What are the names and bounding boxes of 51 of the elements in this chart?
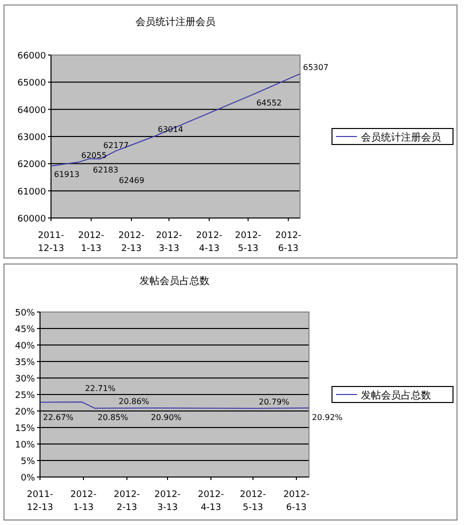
data-label: 20.92% bbox=[312, 412, 343, 422]
x-tick-label: 2012-1-13 bbox=[70, 490, 97, 513]
y-tick-label: 50% bbox=[14, 308, 36, 318]
data-label: 61913 bbox=[54, 170, 80, 180]
y-tick-label: 10% bbox=[14, 440, 36, 450]
y-tick-label: 45% bbox=[14, 325, 36, 335]
line-series bbox=[50, 73, 300, 167]
legend-label: 发帖会员占总数 bbox=[361, 390, 431, 402]
y-tick-label: 15% bbox=[14, 424, 36, 434]
x-tick-label: 2012-5-13 bbox=[240, 490, 266, 513]
data-label: 62055 bbox=[81, 151, 107, 160]
y-tick-label: 61000 bbox=[17, 187, 46, 198]
data-label: 20.86% bbox=[118, 397, 150, 406]
data-label: 65307 bbox=[303, 62, 328, 72]
data-label: 22.71% bbox=[85, 384, 116, 394]
x-tick-label: 2012-3-13 bbox=[154, 490, 181, 513]
y-tick-label: 62000 bbox=[17, 160, 46, 170]
y-tick-label: 65000 bbox=[17, 78, 46, 89]
y-tick-label: 5% bbox=[20, 457, 36, 467]
x-tick-label: 2012-5-13 bbox=[235, 231, 262, 254]
y-tick-label: 0% bbox=[20, 474, 36, 484]
y-tick-label: 63000 bbox=[17, 133, 46, 143]
x-tick-label: 2012-2-13 bbox=[118, 231, 144, 254]
y-tick-label: 40% bbox=[14, 342, 36, 352]
x-tick-label: 2011-12-13 bbox=[38, 231, 64, 254]
x-tick-label: 2012-6-13 bbox=[283, 490, 310, 513]
chart-title: 发帖会员占总数 bbox=[140, 275, 210, 287]
legend-label: 会员统计注册会员 bbox=[361, 132, 441, 144]
x-tick-label: 2012-1-13 bbox=[78, 231, 104, 254]
y-tick-label: 60000 bbox=[17, 214, 46, 224]
y-tick-label: 30% bbox=[14, 374, 36, 384]
data-label: 20.79% bbox=[258, 397, 290, 406]
data-label: 62177 bbox=[103, 140, 129, 150]
x-tick-label: 2012-6-13 bbox=[275, 231, 302, 254]
y-tick-label: 64000 bbox=[17, 106, 46, 116]
x-tick-label: 2012-2-13 bbox=[114, 490, 140, 513]
data-label: 20.90% bbox=[150, 413, 182, 422]
x-tick-label: 2011-12-13 bbox=[26, 490, 54, 513]
x-tick-label: 2012-4-13 bbox=[198, 490, 224, 513]
x-tick-label: 2012-4-13 bbox=[196, 231, 222, 254]
y-tick-label: 25% bbox=[14, 391, 36, 401]
y-tick-label: 66000 bbox=[17, 52, 46, 62]
y-tick-label: 20% bbox=[14, 408, 36, 418]
chart-title: 会员统计注册会员 bbox=[136, 16, 216, 28]
data-label: 62469 bbox=[118, 176, 144, 185]
y-tick-label: 35% bbox=[14, 358, 36, 368]
data-label: 20.85% bbox=[98, 413, 129, 422]
data-label: 22.67% bbox=[43, 413, 74, 422]
data-label: 62183 bbox=[92, 166, 118, 175]
data-label: 64552 bbox=[256, 98, 282, 108]
x-tick-label: 2012-3-13 bbox=[156, 231, 182, 254]
